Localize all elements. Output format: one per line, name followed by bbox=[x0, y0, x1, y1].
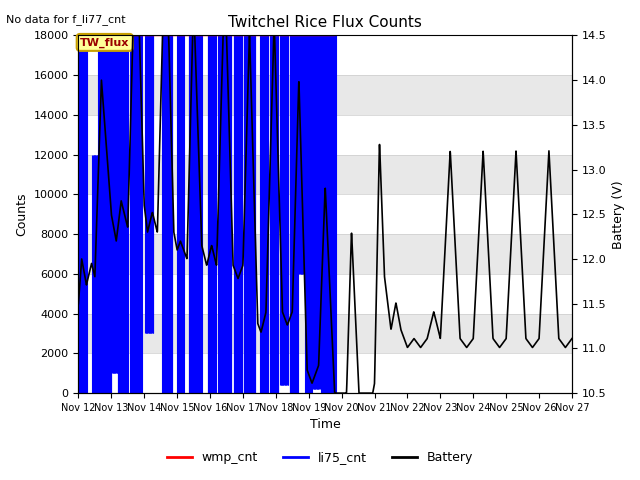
Bar bbox=[79, 313, 572, 353]
Legend: wmp_cnt, li75_cnt, Battery: wmp_cnt, li75_cnt, Battery bbox=[162, 446, 478, 469]
Y-axis label: Battery (V): Battery (V) bbox=[612, 180, 625, 249]
Bar bbox=[79, 115, 572, 155]
X-axis label: Time: Time bbox=[310, 419, 340, 432]
Text: TW_flux: TW_flux bbox=[80, 37, 129, 48]
Title: Twitchel Rice Flux Counts: Twitchel Rice Flux Counts bbox=[228, 15, 422, 30]
Bar bbox=[79, 194, 572, 234]
Bar bbox=[79, 353, 572, 393]
Bar bbox=[79, 36, 572, 75]
Y-axis label: Counts: Counts bbox=[15, 192, 28, 236]
Text: No data for f_li77_cnt: No data for f_li77_cnt bbox=[6, 14, 126, 25]
Bar bbox=[79, 234, 572, 274]
Bar bbox=[79, 274, 572, 313]
Bar bbox=[79, 75, 572, 115]
Bar bbox=[79, 155, 572, 194]
